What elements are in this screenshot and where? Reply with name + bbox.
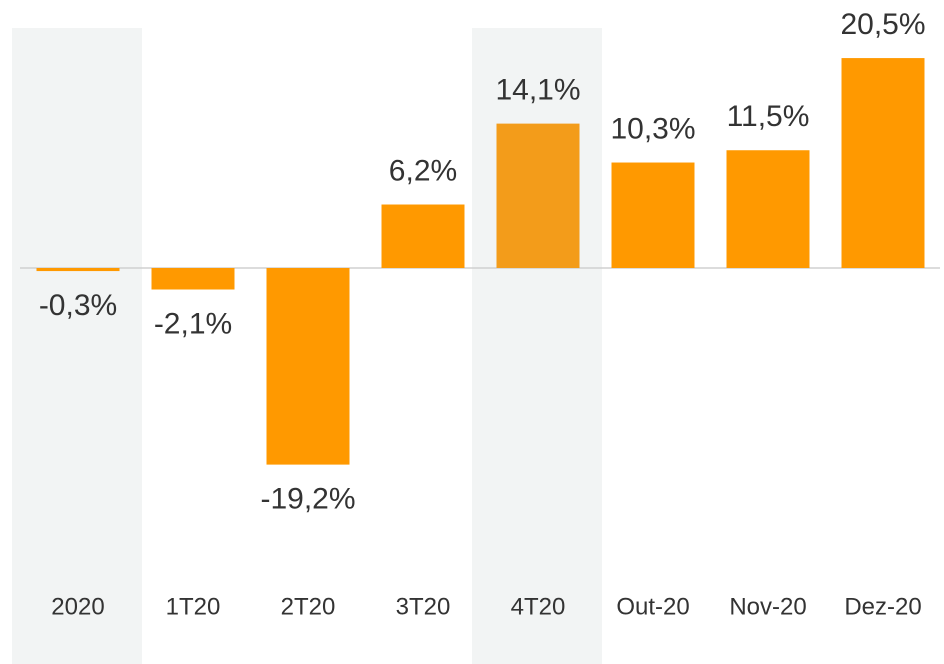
- value-label: 10,3%: [610, 112, 695, 145]
- x-tick-label: Nov-20: [729, 593, 806, 620]
- value-label: 11,5%: [727, 100, 810, 133]
- highlight-band: [12, 28, 142, 664]
- x-tick-label: 2020: [51, 593, 104, 620]
- bar: [611, 162, 695, 268]
- x-tick-label: Out-20: [616, 593, 689, 620]
- value-label: -2,1%: [154, 307, 232, 340]
- bar: [726, 150, 810, 268]
- value-label: 6,2%: [389, 154, 457, 187]
- bar: [36, 268, 120, 272]
- bar: [381, 204, 465, 268]
- x-tick-label: Dez-20: [844, 593, 921, 620]
- value-label: -19,2%: [260, 483, 355, 516]
- bar: [841, 58, 925, 268]
- bar: [496, 123, 580, 268]
- value-label: 20,5%: [840, 8, 925, 41]
- x-tick-label: 2T20: [281, 593, 336, 620]
- x-tick-label: 3T20: [396, 593, 451, 620]
- bar: [151, 268, 235, 290]
- value-label: -0,3%: [39, 289, 117, 322]
- x-tick-label: 1T20: [166, 593, 221, 620]
- highlight-band: [472, 28, 602, 664]
- mark-layer: 2020 -0,3% 1T20 -2,1% 2T20 -19,2% 3T20 6,2% 4T20…: [20, 8, 940, 620]
- value-label: 14,1%: [495, 74, 580, 107]
- x-tick-label: 4T20: [511, 593, 566, 620]
- bar: [266, 268, 350, 465]
